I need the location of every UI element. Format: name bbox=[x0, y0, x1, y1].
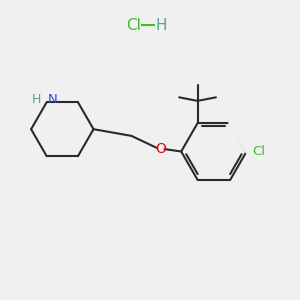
Text: Cl: Cl bbox=[126, 18, 141, 33]
Text: Cl: Cl bbox=[252, 145, 265, 158]
Text: H: H bbox=[155, 18, 166, 33]
Text: N: N bbox=[47, 93, 57, 106]
Text: H: H bbox=[32, 93, 41, 106]
Text: O: O bbox=[155, 142, 166, 155]
